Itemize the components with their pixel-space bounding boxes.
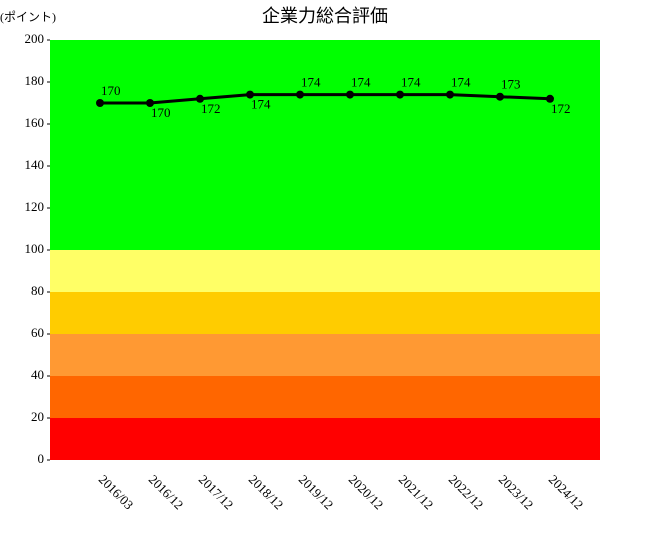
data-label: 173 xyxy=(501,77,521,92)
data-label: 170 xyxy=(101,83,121,98)
y-axis-label: (ポイント) xyxy=(0,10,56,24)
y-tick-label: 120 xyxy=(25,199,45,214)
data-label: 174 xyxy=(351,75,371,90)
x-tick-label: 2016/03 xyxy=(96,472,137,513)
point xyxy=(496,92,504,101)
point xyxy=(546,94,554,103)
point xyxy=(146,99,154,107)
x-tick-label: 2024/12 xyxy=(546,472,587,513)
data-label: 174 xyxy=(301,75,321,90)
y-tick-label: 0 xyxy=(38,451,45,466)
chart-title: 企業力総合評価 xyxy=(262,6,388,26)
y-tick-label: 20 xyxy=(31,409,44,424)
point xyxy=(296,90,304,99)
data-label: 174 xyxy=(251,97,271,112)
x-tick-label: 2020/12 xyxy=(346,472,387,513)
data-label: 174 xyxy=(451,75,471,90)
x-tick-label: 2021/12 xyxy=(396,472,437,513)
x-tick-label: 2019/12 xyxy=(296,472,337,513)
band xyxy=(50,376,600,418)
y-tick-label: 100 xyxy=(25,241,45,256)
y-tick-label: 200 xyxy=(25,31,45,46)
point xyxy=(246,90,254,99)
y-tick-label: 180 xyxy=(25,73,45,88)
band xyxy=(50,250,600,292)
line xyxy=(100,93,551,105)
x-tick-label: 2018/12 xyxy=(246,472,287,513)
data-label: 172 xyxy=(201,101,221,116)
x-tick-label: 2022/12 xyxy=(446,472,487,513)
point xyxy=(346,90,354,99)
band xyxy=(50,418,600,460)
y-tick-label: 60 xyxy=(31,325,44,340)
point xyxy=(196,94,204,103)
point xyxy=(96,99,104,107)
data-label: 170 xyxy=(151,105,171,120)
x-tick-label: 2016/12 xyxy=(146,472,187,513)
point xyxy=(446,90,454,99)
band xyxy=(50,292,600,334)
point xyxy=(396,90,404,99)
y-tick-label: 140 xyxy=(25,157,45,172)
band xyxy=(50,334,600,376)
x-tick-label: 2023/12 xyxy=(496,472,537,513)
y-tick-label: 40 xyxy=(31,367,44,382)
y-tick-label: 160 xyxy=(25,115,45,130)
y-tick-label: 80 xyxy=(31,283,44,298)
x-tick-label: 2017/12 xyxy=(196,472,237,513)
data-label: 174 xyxy=(401,75,421,90)
band xyxy=(50,40,600,250)
data-label: 172 xyxy=(551,101,571,116)
